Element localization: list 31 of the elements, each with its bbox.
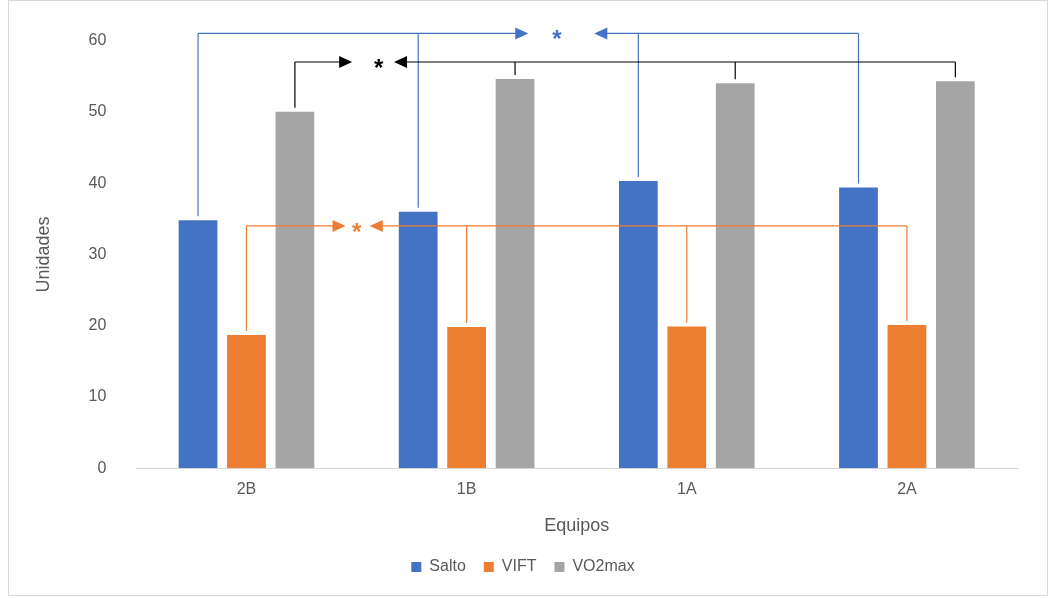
bar bbox=[667, 326, 707, 469]
x-tick-label: 1B bbox=[456, 480, 477, 498]
bar bbox=[227, 334, 266, 469]
bar bbox=[887, 324, 927, 469]
y-tick-label: 40 bbox=[88, 173, 107, 191]
annotation: * bbox=[373, 53, 384, 81]
bar bbox=[398, 211, 438, 469]
y-tick-label: 50 bbox=[88, 102, 107, 120]
bar bbox=[618, 181, 658, 469]
legend-label: VO2max bbox=[572, 557, 635, 575]
bar bbox=[715, 83, 755, 469]
x-tick-label: 2A bbox=[897, 480, 918, 498]
annotation: * bbox=[351, 217, 362, 245]
bar bbox=[178, 220, 218, 469]
bar bbox=[275, 111, 315, 469]
bar bbox=[839, 187, 878, 469]
legend-label: VIFT bbox=[501, 557, 537, 575]
x-tick-label: 2B bbox=[236, 480, 257, 498]
annotation: * bbox=[552, 25, 563, 53]
bar bbox=[495, 79, 535, 469]
y-axis-title: Unidades bbox=[32, 216, 53, 293]
bar bbox=[935, 81, 975, 469]
y-tick-label: 60 bbox=[88, 31, 107, 49]
y-tick-label: 30 bbox=[88, 244, 107, 262]
y-tick-label: 0 bbox=[97, 458, 107, 476]
legend-label: Salto bbox=[429, 557, 466, 575]
x-axis-title: Equipos bbox=[544, 515, 610, 536]
x-tick-label: 1A bbox=[676, 480, 697, 498]
y-tick-label: 20 bbox=[88, 316, 107, 334]
bar bbox=[447, 327, 486, 469]
y-tick-label: 10 bbox=[88, 387, 107, 405]
